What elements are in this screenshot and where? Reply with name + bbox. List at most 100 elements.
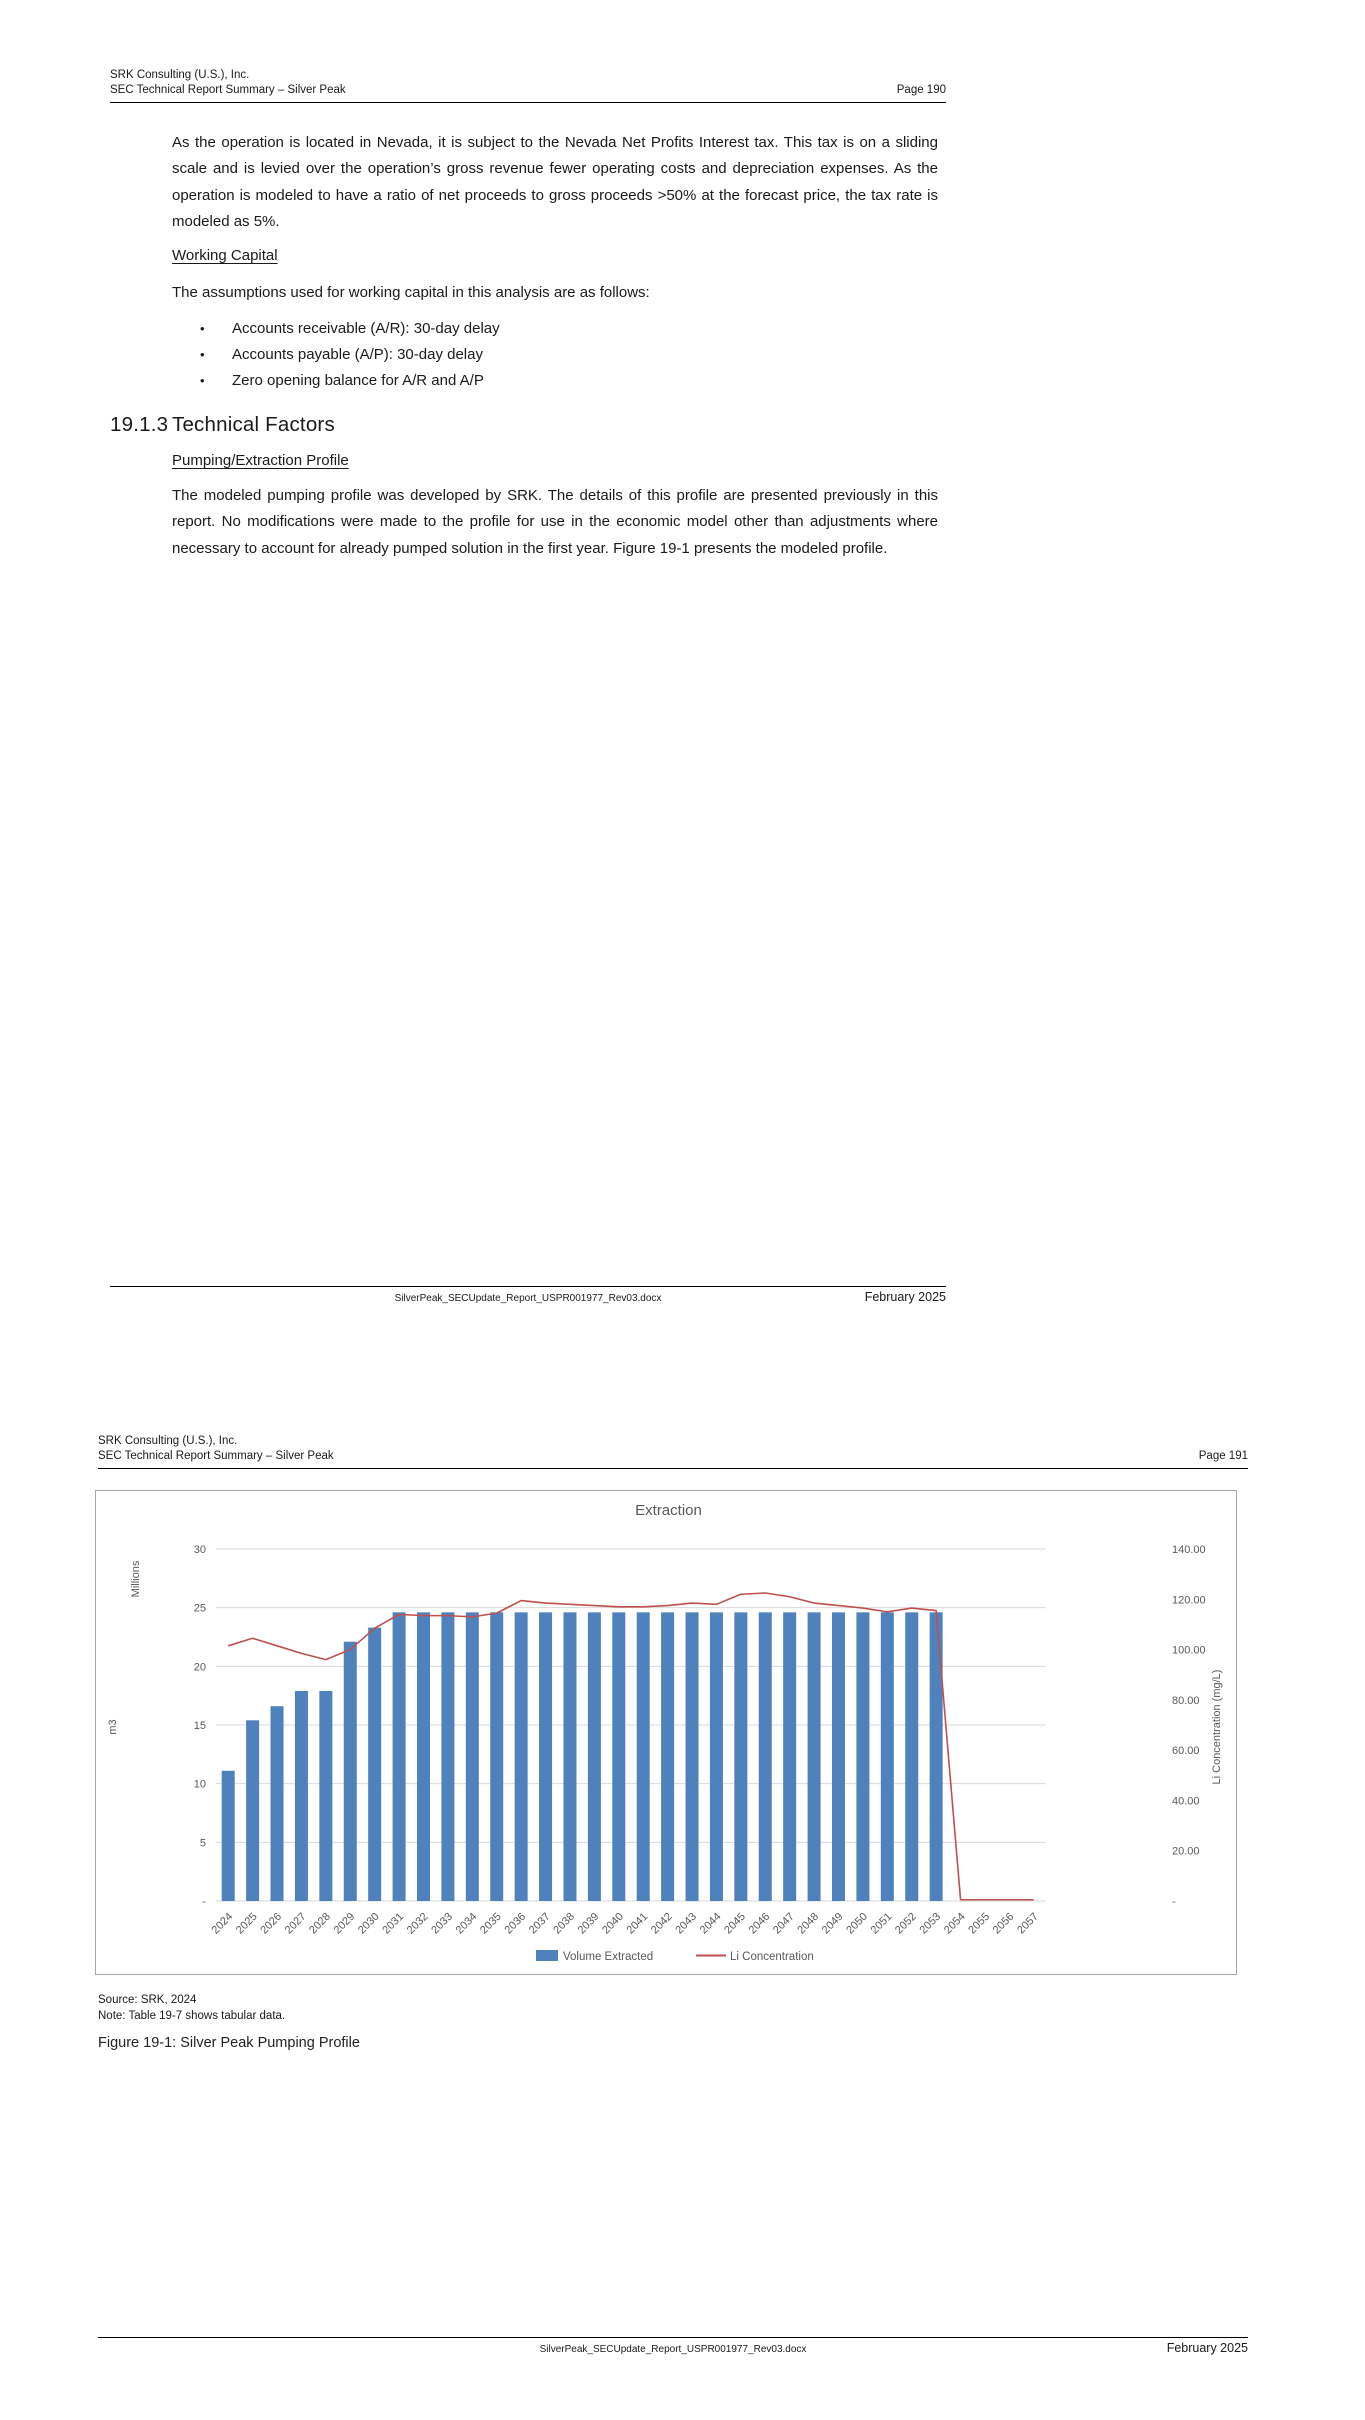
list-item: • Accounts receivable (A/R): 30-day dela… xyxy=(200,316,500,342)
list-item: • Zero opening balance for A/R and A/P xyxy=(200,368,500,394)
x-axis-tick: 2025 xyxy=(234,1911,260,1937)
left-axis-units-label: Millions xyxy=(130,1560,142,1597)
x-axis-tick: 2048 xyxy=(795,1911,821,1937)
x-axis-tick: 2049 xyxy=(820,1911,846,1937)
x-axis-tick: 2041 xyxy=(625,1911,651,1937)
bar-2046 xyxy=(758,1612,772,1901)
x-axis-tick: 2029 xyxy=(332,1911,358,1937)
bar-2029 xyxy=(343,1641,357,1901)
x-axis-tick: 2055 xyxy=(966,1911,992,1937)
x-axis-tick: 2053 xyxy=(917,1911,943,1937)
bar-2033 xyxy=(441,1612,455,1901)
legend-volume-swatch xyxy=(536,1950,558,1961)
page1-header: SRK Consulting (U.S.), Inc. SEC Technica… xyxy=(110,68,946,103)
bar-2052 xyxy=(905,1612,919,1901)
x-axis-tick: 2057 xyxy=(1015,1911,1041,1937)
bar-2026 xyxy=(270,1706,284,1901)
extraction-chart-frame: Extraction 30 25 20 15 10 5 - 140.00 120.00 100.00… xyxy=(95,1490,1237,1975)
bar-2044 xyxy=(709,1612,723,1901)
x-axis-tick: 2047 xyxy=(771,1911,797,1937)
x-axis-tick: 2039 xyxy=(576,1911,602,1937)
section-number: 19.1.3 xyxy=(110,413,169,436)
bar-2024 xyxy=(221,1770,235,1901)
bar-2040 xyxy=(612,1612,626,1901)
paragraph-pumping-profile: The modeled pumping profile was develope… xyxy=(172,487,938,557)
left-axis-tick: 15 xyxy=(194,1720,206,1732)
x-axis-tick: 2028 xyxy=(307,1911,333,1937)
bar-2048 xyxy=(807,1612,821,1901)
footer-filename: SilverPeak_SECUpdate_Report_USPR001977_R… xyxy=(539,2344,807,2355)
bullet-text: Accounts receivable (A/R): 30-day delay xyxy=(232,320,500,337)
left-axis-tick: - xyxy=(202,1896,206,1908)
header-report-title: SEC Technical Report Summary – Silver Pe… xyxy=(110,84,346,96)
assumptions-bullet-list: • Accounts receivable (A/R): 30-day dela… xyxy=(200,316,500,394)
x-axis-tick: 2044 xyxy=(698,1911,724,1937)
table-note: Note: Table 19-7 shows tabular data. xyxy=(98,2009,286,2022)
x-axis-tick: 2033 xyxy=(429,1911,455,1937)
bar-2045 xyxy=(734,1612,748,1901)
bar-2043 xyxy=(685,1612,699,1901)
left-axis-tick: 10 xyxy=(194,1779,206,1791)
right-axis-tick: 60.00 xyxy=(1172,1745,1200,1757)
right-axis-tick: 120.00 xyxy=(1172,1594,1206,1606)
x-axis-tick: 2040 xyxy=(600,1911,626,1937)
left-axis-tick: 25 xyxy=(194,1603,206,1615)
legend-li-label: Li Concentration xyxy=(730,1951,814,1963)
bar-2053 xyxy=(929,1612,943,1901)
bar-2035 xyxy=(490,1612,504,1901)
figure-notes: Source: SRK, 2024 Note: Table 19-7 shows… xyxy=(98,1993,285,2024)
header-report-title: SEC Technical Report Summary – Silver Pe… xyxy=(98,1450,334,1462)
x-axis-tick: 2031 xyxy=(380,1911,406,1937)
left-axis-tick: 5 xyxy=(200,1837,206,1849)
page1-footer: SilverPeak_SECUpdate_Report_USPR001977_R… xyxy=(110,1286,946,1312)
x-axis-tick: 2030 xyxy=(356,1911,382,1937)
heading-working-capital: Working Capital xyxy=(172,247,278,264)
bullet-icon: • xyxy=(200,321,205,336)
bar-2034 xyxy=(465,1612,479,1901)
page2-header: SRK Consulting (U.S.), Inc. SEC Technica… xyxy=(98,1434,1248,1469)
x-axis-tick: 2032 xyxy=(405,1911,431,1937)
x-axis-tick: 2045 xyxy=(722,1911,748,1937)
footer-date: February 2025 xyxy=(864,1290,946,1304)
right-axis-tick: 40.00 xyxy=(1172,1795,1200,1807)
page2-footer: SilverPeak_SECUpdate_Report_USPR001977_R… xyxy=(98,2337,1248,2363)
header-company: SRK Consulting (U.S.), Inc. xyxy=(110,69,250,81)
bar-2027 xyxy=(294,1690,308,1901)
li-concentration-line xyxy=(227,1592,1034,1901)
left-axis-tick: 30 xyxy=(194,1544,206,1556)
x-axis-tick: 2042 xyxy=(649,1911,675,1937)
x-axis-tick: 2056 xyxy=(991,1911,1017,1937)
bar-2025 xyxy=(246,1720,260,1901)
x-axis-tick: 2036 xyxy=(502,1911,528,1937)
x-axis-tick: 2038 xyxy=(551,1911,577,1937)
header-page-number: Page 191 xyxy=(1198,1450,1248,1462)
bullet-text: Accounts payable (A/P): 30-day delay xyxy=(232,346,483,363)
x-axis-tick: 2037 xyxy=(527,1911,553,1937)
x-axis-tick: 2046 xyxy=(747,1911,773,1937)
bar-2036 xyxy=(514,1612,528,1901)
heading-pumping-extraction-profile: Pumping/Extraction Profile xyxy=(172,452,349,469)
extraction-chart: Extraction 30 25 20 15 10 5 - 140.00 120.00 100.00… xyxy=(107,1502,1223,1963)
x-axis-tick: 2054 xyxy=(942,1911,968,1937)
x-axis-tick: 2043 xyxy=(673,1911,699,1937)
bar-2047 xyxy=(783,1612,797,1901)
left-axis-title: m3 xyxy=(107,1719,119,1734)
right-axis-tick: 140.00 xyxy=(1172,1544,1206,1556)
bar-2051 xyxy=(880,1612,894,1901)
bar-2049 xyxy=(832,1612,845,1901)
section-title: Technical Factors xyxy=(172,413,335,436)
footer-date: February 2025 xyxy=(1166,2341,1248,2355)
x-axis-tick: 2024 xyxy=(210,1911,236,1937)
x-axis-tick: 2052 xyxy=(893,1911,919,1937)
list-item: • Accounts payable (A/P): 30-day delay xyxy=(200,342,500,368)
bar-2030 xyxy=(368,1627,382,1901)
bullet-text: Zero opening balance for A/R and A/P xyxy=(232,372,484,389)
header-page-number: Page 190 xyxy=(896,84,946,96)
bar-2037 xyxy=(539,1612,553,1901)
x-axis-tick: 2026 xyxy=(258,1911,284,1937)
right-axis-tick: 100.00 xyxy=(1172,1645,1206,1657)
left-axis-tick: 20 xyxy=(194,1661,206,1673)
bar-2042 xyxy=(661,1612,675,1901)
header-company: SRK Consulting (U.S.), Inc. xyxy=(98,1435,238,1447)
